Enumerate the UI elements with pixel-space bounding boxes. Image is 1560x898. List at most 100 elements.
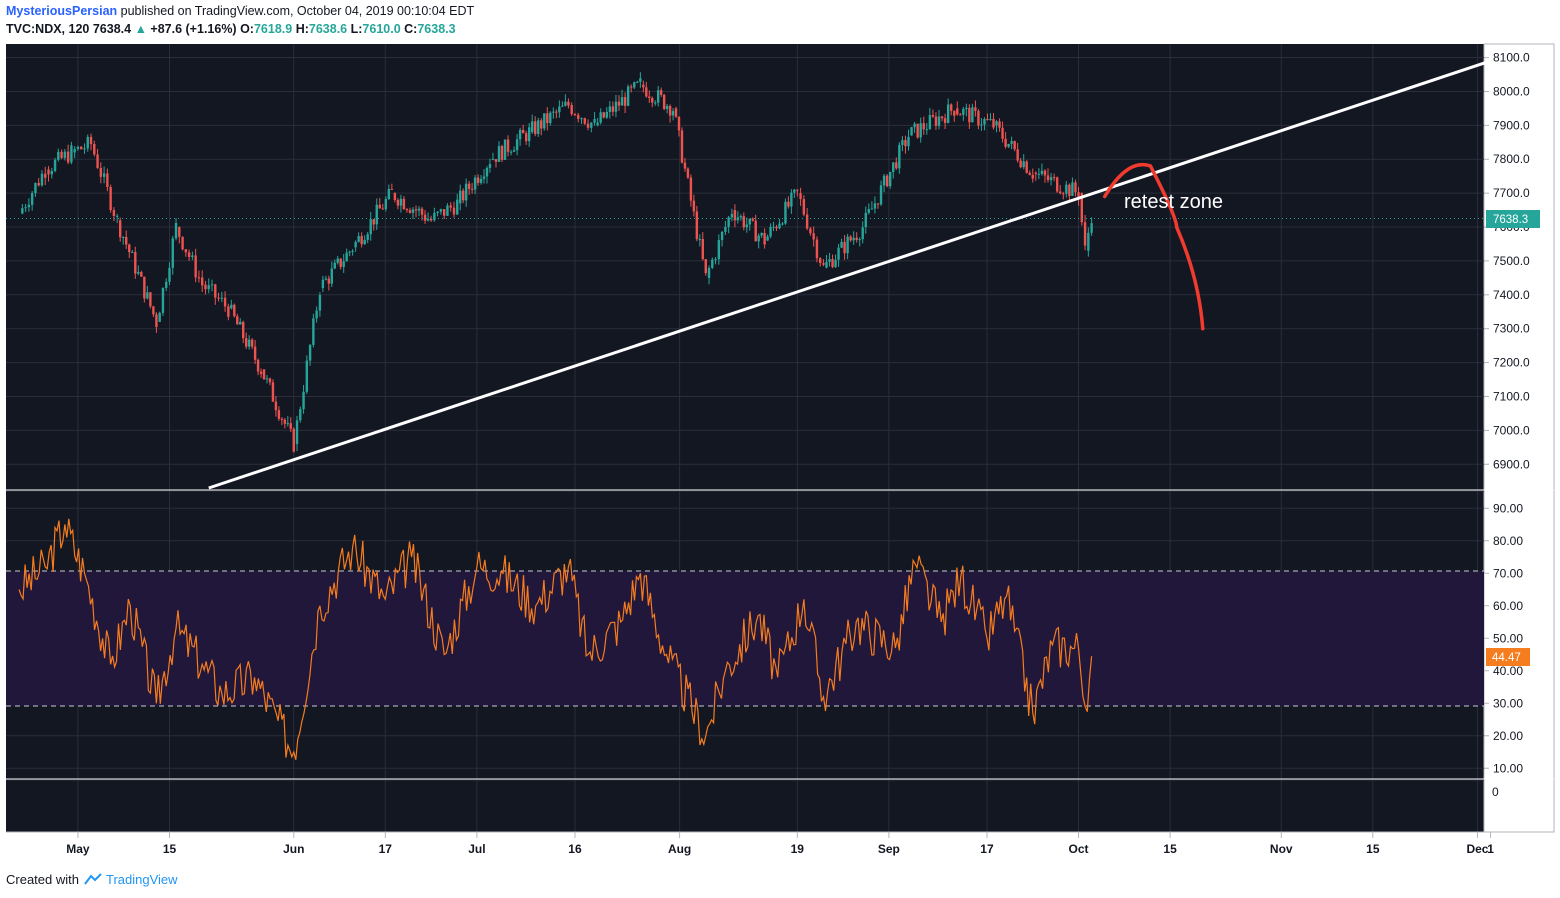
rsi-tick-label: 80.00 xyxy=(1493,534,1523,548)
candle-body xyxy=(922,123,925,130)
candle-body xyxy=(552,111,555,113)
candle-body xyxy=(965,107,968,109)
candle-body xyxy=(1046,175,1050,181)
candle-body xyxy=(47,169,50,175)
candle-body xyxy=(724,226,727,232)
candle-body xyxy=(244,338,248,347)
symbol-name[interactable]: TVC:NDX, 120 xyxy=(6,22,90,36)
candle-body xyxy=(1037,173,1041,175)
candle-body xyxy=(1025,161,1028,173)
candle-body xyxy=(1013,141,1016,150)
x-tick-label: 19 xyxy=(791,842,805,856)
candle-body xyxy=(907,136,910,147)
x-tick-label: 15 xyxy=(1366,842,1380,856)
candlestick-series xyxy=(21,72,1093,453)
candle-body xyxy=(983,119,986,125)
candle-body xyxy=(37,182,40,186)
candle-body xyxy=(680,130,684,163)
candle-body xyxy=(757,235,760,242)
publish-info: MysteriousPersian published on TradingVi… xyxy=(6,4,474,18)
candle-body xyxy=(63,151,67,158)
candle-body xyxy=(614,101,618,112)
candle-body xyxy=(812,233,815,240)
projection-path[interactable] xyxy=(1102,163,1205,331)
candle-body xyxy=(1059,191,1062,194)
rsi-tick-label: 60.00 xyxy=(1493,599,1523,613)
high-value: 7638.6 xyxy=(308,22,348,36)
candle-body xyxy=(178,227,181,237)
candle-body xyxy=(867,209,871,213)
candle-body xyxy=(467,183,471,189)
author-link[interactable]: MysteriousPersian xyxy=(6,4,118,18)
rsi-tick-label: 20.00 xyxy=(1493,729,1523,743)
candle-body xyxy=(739,216,743,218)
candle-body xyxy=(727,217,730,227)
candle-body xyxy=(351,250,354,252)
candle-body xyxy=(904,140,907,147)
candle-body xyxy=(233,304,236,317)
x-tick-label: Jun xyxy=(283,842,304,856)
chart-background xyxy=(6,44,1484,832)
candle-body xyxy=(913,123,916,128)
candle-body xyxy=(34,182,37,194)
candle-body xyxy=(488,164,492,168)
candle-body xyxy=(543,113,546,129)
candle-body xyxy=(40,173,44,186)
candle-body xyxy=(1090,223,1093,233)
trendline[interactable] xyxy=(208,59,1492,490)
created-with-text: Created with xyxy=(6,872,79,887)
candle-body xyxy=(207,285,210,290)
candle-body xyxy=(898,144,901,169)
candle-body xyxy=(165,281,168,288)
candle-body xyxy=(184,249,188,253)
candle-body xyxy=(223,297,227,307)
tradingview-link[interactable]: TradingView xyxy=(106,872,178,887)
low-value: 7610.0 xyxy=(362,22,401,36)
candle-body xyxy=(420,208,424,215)
candle-body xyxy=(861,227,864,240)
price-axis[interactable] xyxy=(1483,43,1555,833)
candle-body xyxy=(977,110,980,126)
candle-body xyxy=(546,113,549,124)
price-change: +87.6 (+1.16%) xyxy=(150,22,237,36)
candle-body xyxy=(470,188,474,190)
candle-body xyxy=(236,316,239,325)
candle-body xyxy=(1043,170,1047,176)
symbol-legend: TVC:NDX, 120 7638.4 ▲ +87.6 (+1.16%) O:7… xyxy=(6,22,456,36)
candle-body xyxy=(879,185,883,205)
candle-body xyxy=(70,145,73,163)
candle-body xyxy=(1087,232,1090,251)
candle-body xyxy=(80,146,83,150)
candle-body xyxy=(986,119,989,121)
candle-body xyxy=(210,284,214,286)
candle-body xyxy=(980,124,983,126)
candle-body xyxy=(134,251,137,274)
candle-body xyxy=(60,151,63,158)
candle-body xyxy=(834,259,837,268)
candle-body xyxy=(605,111,608,118)
y-tick-label: 8000.0 xyxy=(1493,84,1530,98)
candle-body xyxy=(227,306,230,317)
candle-body xyxy=(302,391,305,410)
candle-body xyxy=(1080,193,1084,223)
candle-body xyxy=(387,188,391,200)
candle-body xyxy=(692,200,696,212)
candle-body xyxy=(849,236,852,241)
candle-body xyxy=(187,252,191,257)
candle-body xyxy=(230,304,233,309)
projection-label: retest zone xyxy=(1124,191,1223,213)
candle-body xyxy=(194,255,197,278)
candle-body xyxy=(802,199,806,215)
candle-body xyxy=(308,344,312,361)
candle-body xyxy=(720,231,724,241)
candle-body xyxy=(214,284,217,298)
candle-body xyxy=(342,261,345,267)
rsi-tag-text: 44.47 xyxy=(1492,652,1521,664)
candle-body xyxy=(602,112,605,118)
candle-body xyxy=(366,234,369,240)
candle-body xyxy=(648,96,651,98)
candle-body xyxy=(21,208,24,214)
time-axis[interactable] xyxy=(6,832,1484,862)
y-tick-label: 8100.0 xyxy=(1493,51,1530,65)
